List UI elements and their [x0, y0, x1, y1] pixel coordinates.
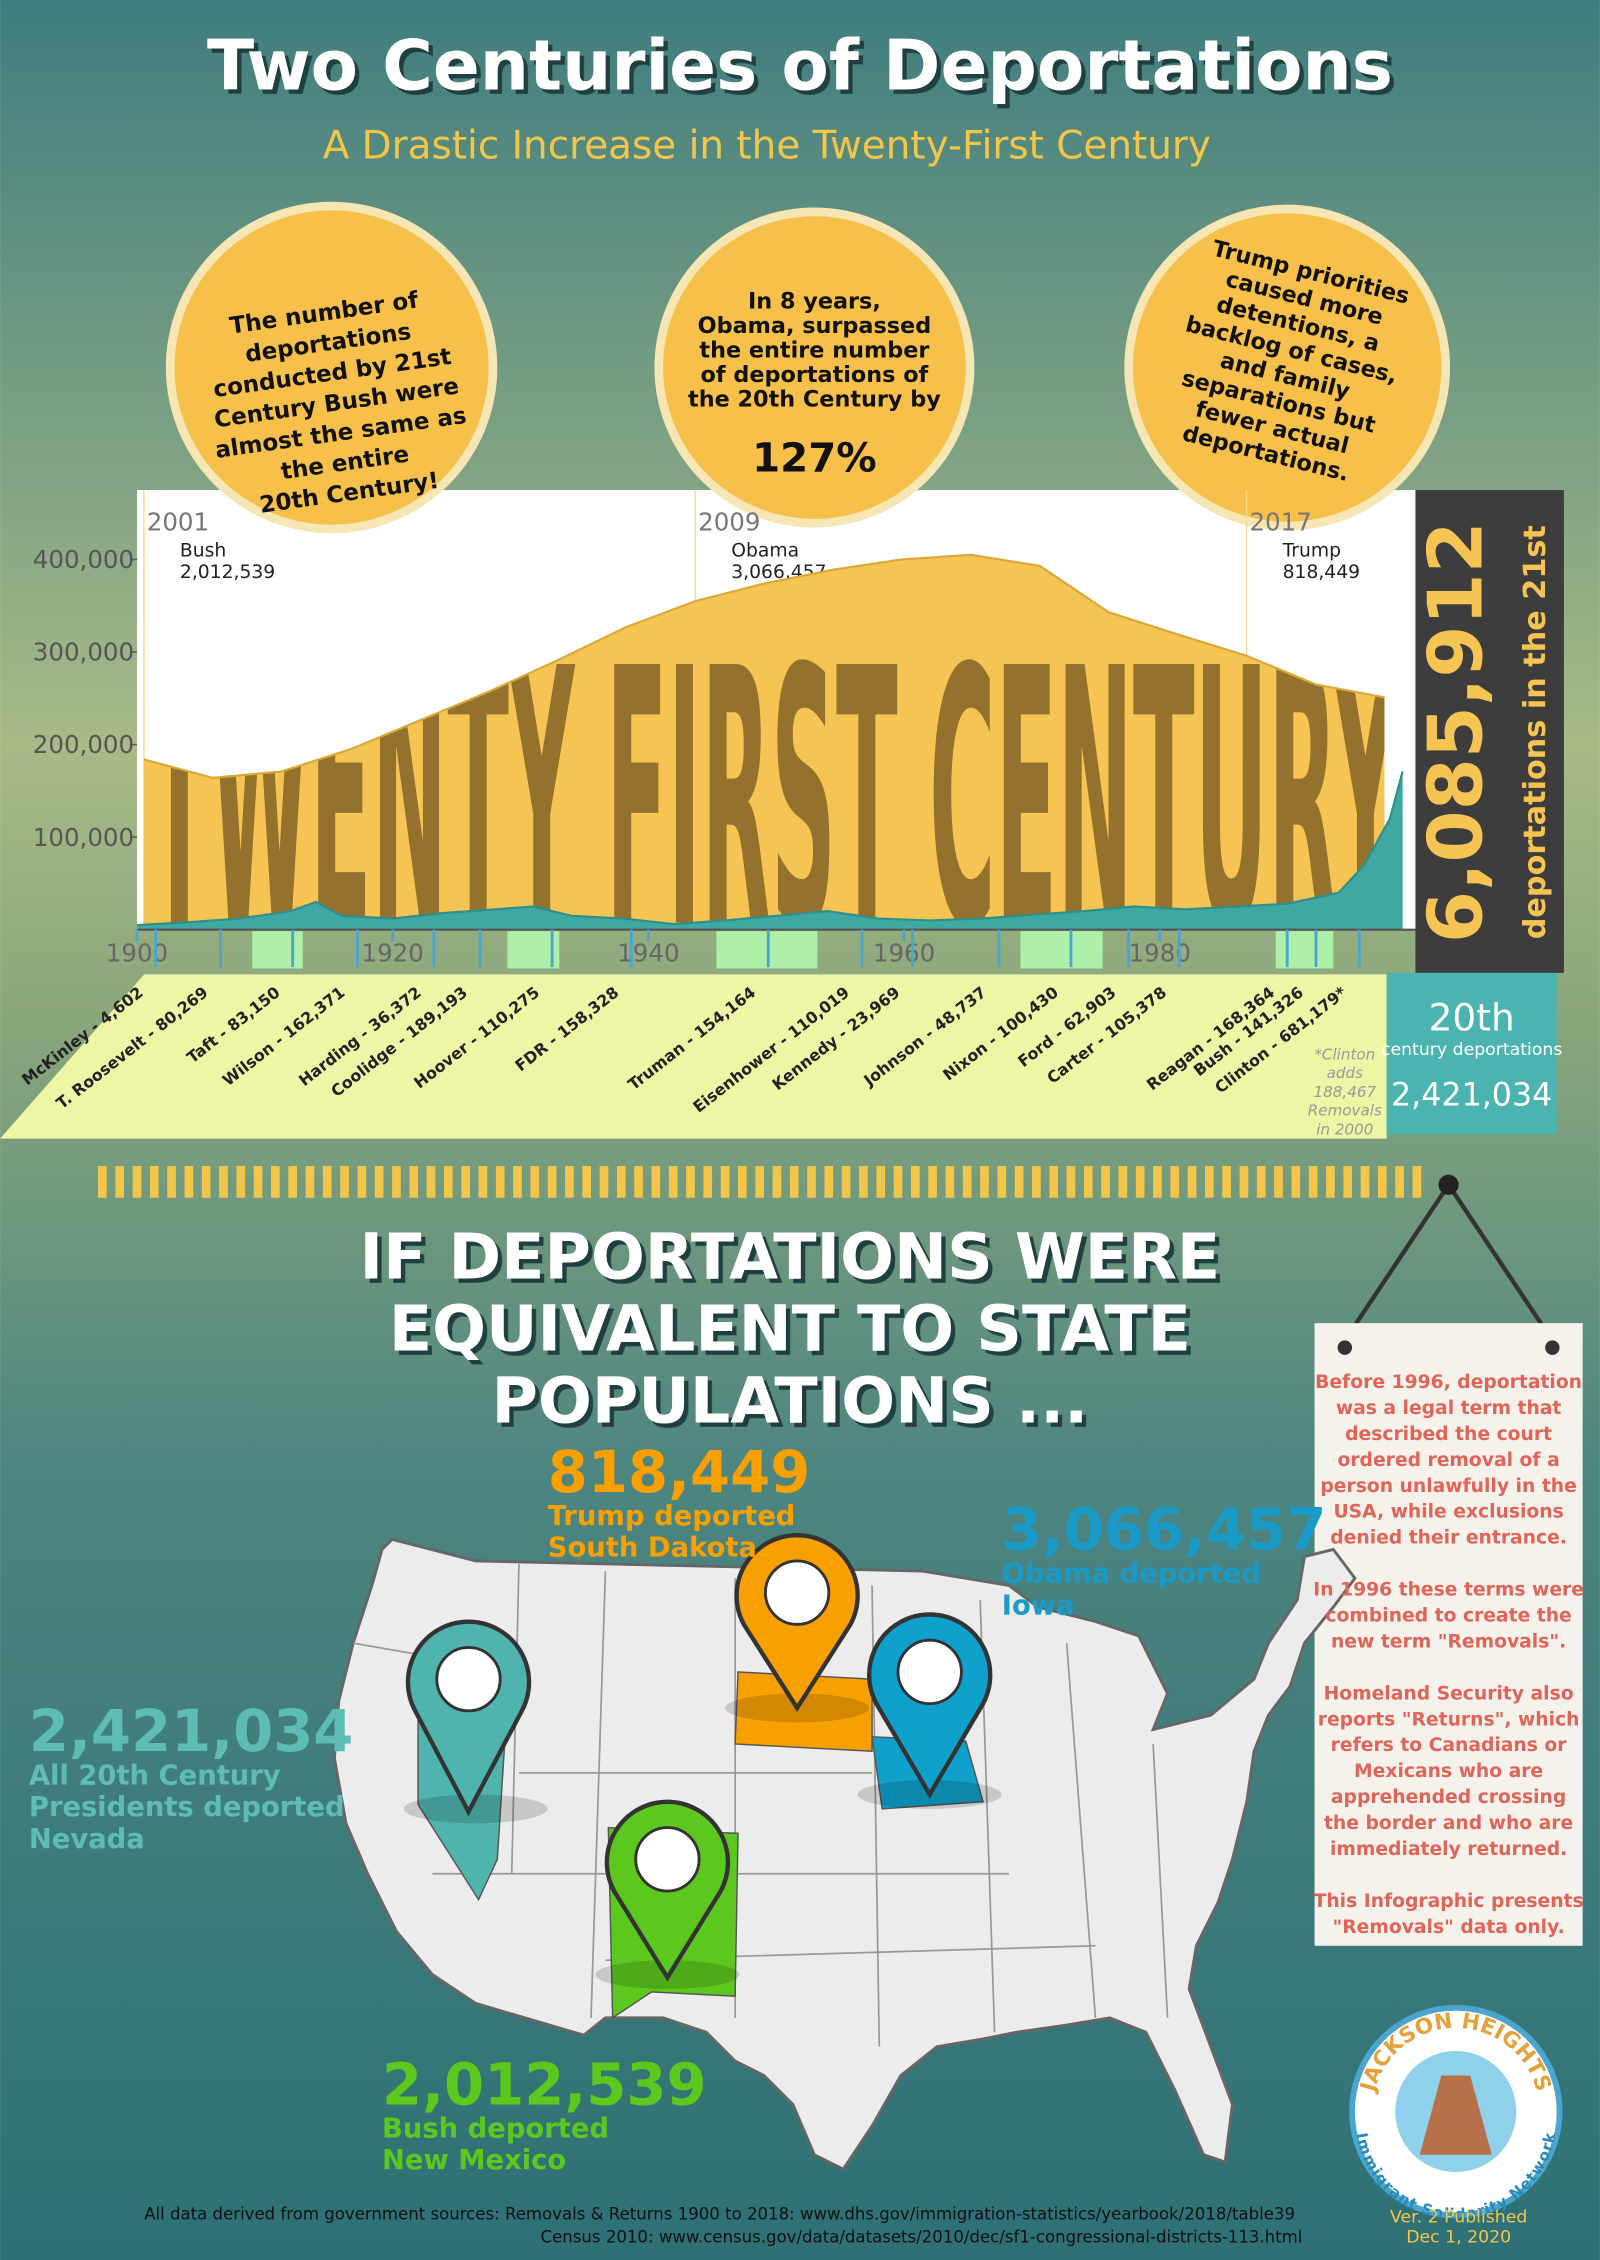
clinton-note: *Clinton [1314, 1045, 1375, 1063]
x-tick-label: 1920 [362, 938, 424, 967]
state-number: 2,012,539 [382, 2050, 707, 2118]
callout-text: Obama, surpassed [698, 313, 932, 339]
note-text: Before 1996, deportation [1315, 1372, 1582, 1393]
note-text: was a legal term that [1336, 1398, 1562, 1419]
footer-version: Ver. 2 Published [1390, 2208, 1527, 2228]
annotation-name: Obama [731, 540, 799, 561]
annotation-total: 818,449 [1283, 562, 1360, 583]
state-caption: Bush deported [382, 2113, 609, 2144]
note-text: person unlawfully in the [1320, 1476, 1576, 1497]
note-text: refers to Canadians or [1331, 1735, 1568, 1756]
headline: EQUIVALENT TO STATE [389, 1292, 1191, 1366]
string [1343, 1183, 1451, 1342]
note-text: apprehended crossing [1331, 1787, 1566, 1808]
callout-text: the entire number [699, 337, 929, 363]
note-text: USA, while exclusions [1333, 1502, 1563, 1523]
annotation-name: Bush [180, 540, 226, 561]
area-line [143, 553, 1385, 779]
note-text: combined to create the [1325, 1605, 1571, 1626]
state-number: 2,421,034 [29, 1697, 354, 1765]
total-21-number: 6,085,912 [1412, 521, 1500, 943]
subtitle: A Drastic Increase in the Twenty-First C… [323, 124, 1211, 169]
x-tick-label: 1900 [106, 938, 168, 967]
note-text: the border and who are [1324, 1813, 1573, 1834]
area-fill [143, 554, 1385, 930]
clinton-note: Removals [1308, 1102, 1382, 1120]
logo [1349, 2004, 1563, 2219]
headline: POPULATIONS ... [492, 1364, 1089, 1438]
x2-tick-label: 2001 [147, 507, 209, 536]
note-text: "Removals" data only. [1332, 1917, 1564, 1938]
note-text: new term "Removals". [1331, 1631, 1566, 1652]
callout-text: the 20th Century by [688, 386, 941, 412]
state-number: 3,066,457 [1002, 1495, 1327, 1563]
clinton-note: adds [1327, 1064, 1363, 1082]
state-caption: New Mexico [382, 2145, 566, 2176]
state-caption: Trump deported [548, 1501, 796, 1532]
y-tick-label: 200,000 [33, 730, 134, 759]
title: Two Centuries of Deportations [207, 26, 1393, 106]
x-tick-label: 1940 [617, 938, 679, 967]
note-text: This Infographic presents [1314, 1891, 1584, 1912]
hole [1545, 1340, 1560, 1355]
nail [1438, 1174, 1459, 1195]
state-caption: All 20th Century [29, 1760, 281, 1791]
south-dakota [734, 1671, 873, 1752]
area-fill [136, 771, 1403, 930]
callout-text: of deportations of [701, 362, 929, 388]
x-tick-label: 1960 [873, 938, 935, 967]
state-caption: South Dakota [548, 1533, 757, 1564]
state-caption: Obama deported [1002, 1559, 1261, 1590]
state-number: 818,449 [548, 1438, 811, 1506]
x-tick-label: 1980 [1129, 938, 1191, 967]
callout-text: In 8 years, [748, 288, 881, 314]
y-tick-label: 300,000 [33, 638, 134, 667]
total-panel [1415, 490, 1564, 973]
total-20-caption: century deportations [1381, 1040, 1562, 1060]
string [1446, 1183, 1555, 1342]
note-text: Homeland Security also [1324, 1683, 1574, 1704]
footer-source: All data derived from government sources… [144, 2205, 1295, 2224]
clinton-note: in 2000 [1316, 1120, 1373, 1138]
hole [1337, 1340, 1353, 1355]
y-tick-label: 100,000 [33, 823, 134, 852]
note-text: reports "Returns", which [1318, 1709, 1580, 1730]
footer-version: Dec 1, 2020 [1406, 2228, 1511, 2248]
state-caption: Presidents deported [29, 1792, 345, 1823]
note-card [1314, 1323, 1583, 1946]
note-text: denied their entrance. [1330, 1528, 1567, 1549]
pins [403, 1533, 1002, 1990]
x2-tick-label: 2009 [698, 507, 760, 536]
total-20-heading: 20th [1429, 996, 1515, 1040]
note-text: ordered removal of a [1337, 1450, 1559, 1471]
us-map [333, 1537, 1357, 2172]
president-band [0, 974, 1387, 1139]
area-line [136, 771, 1404, 927]
total-20-number: 2,421,034 [1391, 1077, 1552, 1113]
callout-highlight: 127% [752, 434, 877, 481]
total-21-caption: deportations in the 21st [1518, 525, 1553, 939]
state-caption: Iowa [1002, 1590, 1075, 1621]
annotation-total: 2,012,539 [180, 562, 275, 583]
note-text: immediately returned. [1330, 1839, 1567, 1860]
x2-tick-label: 2017 [1249, 507, 1311, 536]
twentieth-panel [1386, 972, 1557, 1135]
y-tick-label: 400,000 [33, 545, 134, 574]
note-text: described the court [1345, 1424, 1552, 1445]
callout-circles [165, 201, 1451, 534]
state-caption: Nevada [29, 1824, 145, 1855]
footer-source: Census 2010: www.census.gov/data/dataset… [541, 2228, 1303, 2247]
clinton-note: 188,467 [1314, 1083, 1377, 1101]
annotation-name: Trump [1282, 540, 1341, 561]
note-text: Mexicans who are [1354, 1761, 1543, 1782]
note-text: In 1996 these terms were [1313, 1580, 1584, 1601]
headline: IF DEPORTATIONS WERE [360, 1219, 1221, 1293]
